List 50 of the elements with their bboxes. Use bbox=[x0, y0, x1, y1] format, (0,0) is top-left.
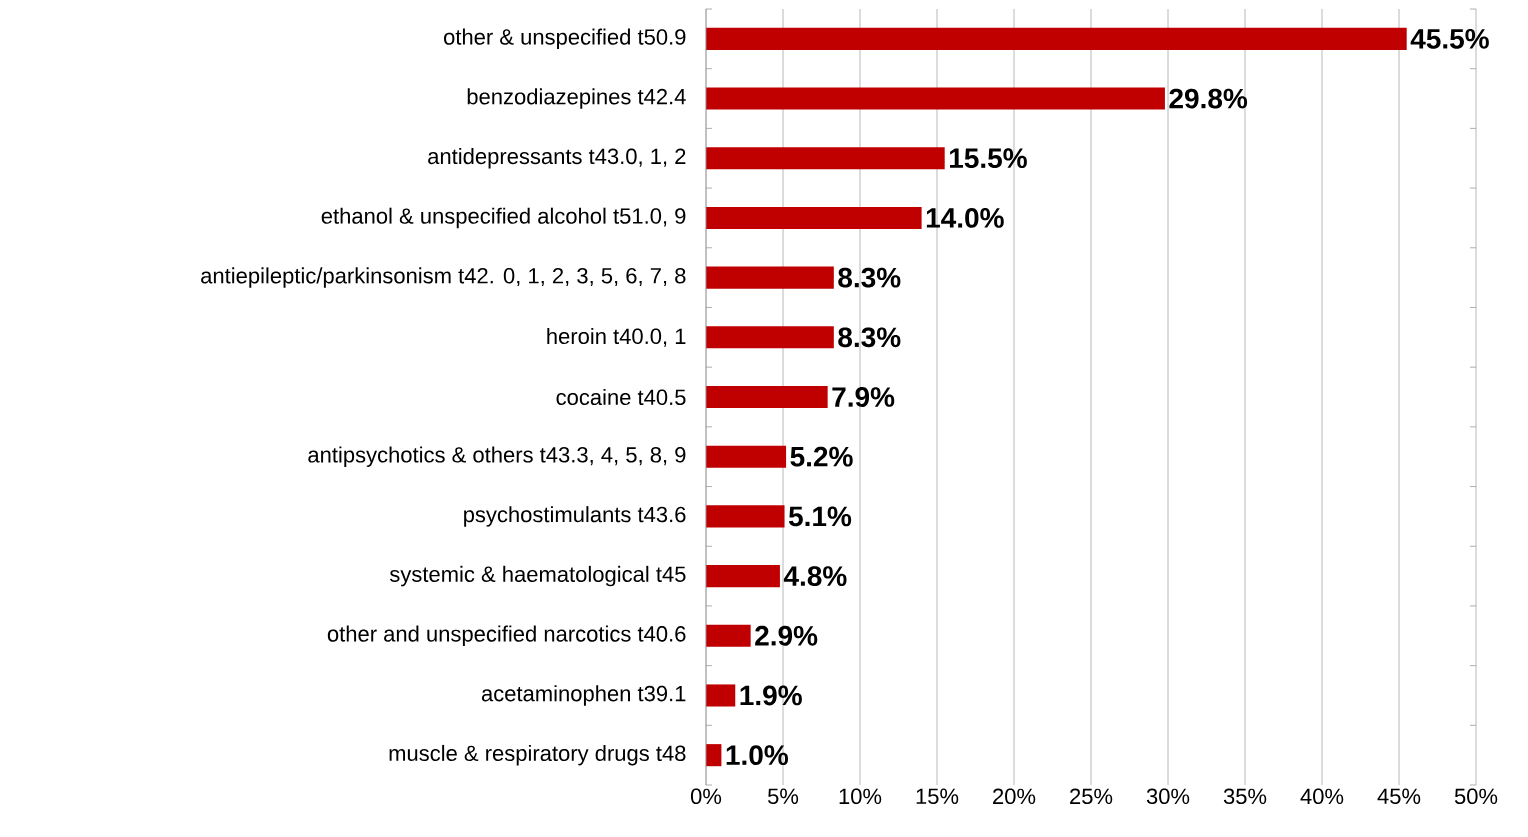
y-tick-label: antipsychotics & others t43.3, 4, 5, 8, 9 bbox=[308, 446, 686, 467]
bar bbox=[706, 147, 945, 170]
y-tick-label: antidepressants t43.0, 1, 2 bbox=[428, 147, 686, 169]
y-tick-label: psychostimulants t43.6 bbox=[464, 506, 686, 527]
x-tick-label: 35% bbox=[1223, 788, 1267, 805]
x-tick-label: 15% bbox=[916, 788, 959, 805]
data-label: 5.2% bbox=[790, 446, 853, 467]
y-tick-label: cocaine t40.5 bbox=[556, 388, 686, 406]
bar bbox=[706, 744, 722, 767]
x-tick-label: 10% bbox=[839, 788, 882, 805]
data-label: 5.1% bbox=[788, 506, 852, 527]
y-tick-label: muscle & respiratory drugs t48 bbox=[389, 744, 686, 766]
bar bbox=[706, 326, 834, 349]
x-tick-label: 0% bbox=[690, 788, 722, 805]
data-label: 4.8% bbox=[783, 566, 847, 586]
x-tick-label: 25% bbox=[1070, 788, 1113, 805]
data-label: 29.8% bbox=[1169, 88, 1248, 109]
bar bbox=[706, 27, 1407, 50]
bar bbox=[706, 87, 1165, 110]
x-tick-label: 50% bbox=[1454, 788, 1498, 805]
bar bbox=[706, 445, 787, 468]
data-label: 8.3% bbox=[838, 267, 901, 288]
y-tick-label: systemic & haematological t45 bbox=[389, 565, 686, 587]
y-tick-label: benzodiazepines t42.4 bbox=[467, 88, 686, 109]
data-label: 45.5% bbox=[1410, 28, 1489, 49]
bar bbox=[706, 684, 736, 707]
x-tick-label: 5% bbox=[767, 788, 799, 805]
data-label: 1.0% bbox=[726, 745, 788, 766]
data-label: 15.5% bbox=[949, 148, 1027, 169]
data-label: 14.0% bbox=[926, 208, 1004, 228]
bar bbox=[706, 385, 828, 409]
data-label: 8.3% bbox=[838, 327, 901, 348]
y-tick-label: ethanol & unspecified alcohol t51.0, 9 bbox=[321, 207, 686, 229]
y-tick-label: other & unspecified t50.9 bbox=[444, 28, 686, 50]
y-tick-label: heroin t40.0, 1 bbox=[547, 327, 686, 347]
data-label: 2.9% bbox=[755, 625, 818, 646]
bar bbox=[706, 624, 751, 647]
x-tick-label: 20% bbox=[993, 788, 1036, 805]
data-label: 1.9% bbox=[740, 685, 802, 706]
x-tick-label: 45% bbox=[1377, 788, 1421, 805]
x-tick-label: 40% bbox=[1300, 788, 1344, 805]
bar bbox=[706, 266, 834, 289]
bar bbox=[706, 505, 785, 528]
bar bbox=[706, 206, 922, 229]
y-tick-label: antiepileptic/parkinsonism t42. 0, 1, 2, 3, 5, 6, 7, 8 bbox=[201, 267, 686, 288]
y-tick-label: acetaminophen t39.1 bbox=[481, 685, 686, 706]
bar bbox=[706, 565, 780, 588]
x-tick-label: 30% bbox=[1146, 788, 1190, 805]
y-tick-label: other and unspecified narcotics t40.6 bbox=[327, 625, 686, 647]
data-label: 7.9% bbox=[832, 387, 895, 407]
